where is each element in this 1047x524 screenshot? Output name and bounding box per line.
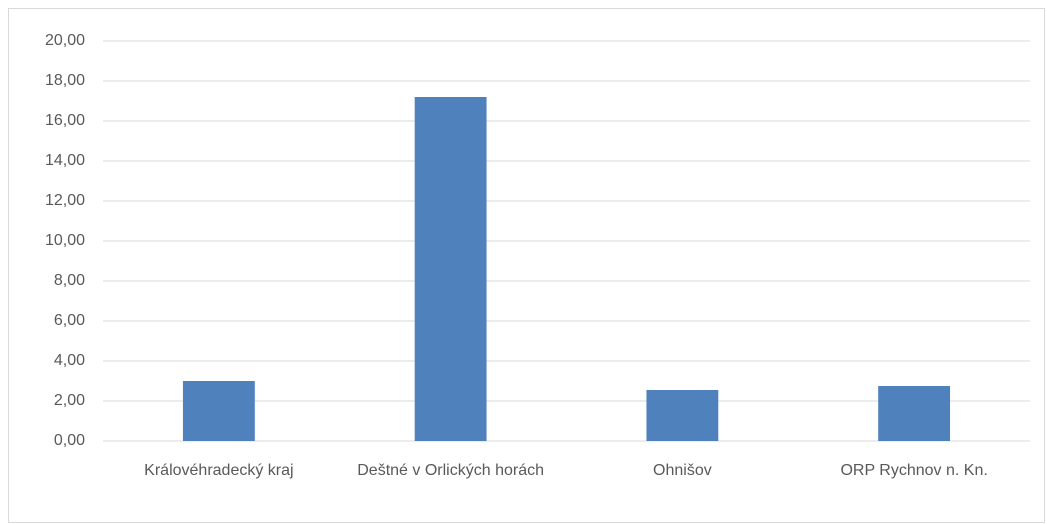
x-tick-label: ORP Rychnov n. Kn. bbox=[840, 462, 988, 479]
x-tick-label-box: ORP Rychnov n. Kn. bbox=[840, 462, 988, 479]
y-tick-label: 16,00 bbox=[45, 112, 85, 129]
y-tick-label: 8,00 bbox=[54, 272, 85, 289]
y-tick-label: 20,00 bbox=[45, 32, 85, 49]
y-tick-label: 2,00 bbox=[54, 392, 85, 409]
x-tick-label: Královéhradecký kraj bbox=[144, 462, 294, 479]
y-tick-label: 0,00 bbox=[54, 432, 85, 449]
y-tick-label: 10,00 bbox=[45, 232, 85, 249]
y-tick-label: 14,00 bbox=[45, 152, 85, 169]
x-tick-label-box: Královéhradecký kraj bbox=[144, 462, 294, 479]
y-tick-label: 18,00 bbox=[45, 72, 85, 89]
bar bbox=[878, 386, 951, 441]
x-tick-label-box: Ohnišov bbox=[653, 462, 712, 479]
chart-border bbox=[8, 8, 1045, 523]
bar bbox=[414, 97, 487, 441]
x-tick-label: Deštné v Orlických horách bbox=[357, 462, 544, 479]
y-tick-label: 6,00 bbox=[54, 312, 85, 329]
y-tick-label: 12,00 bbox=[45, 192, 85, 209]
x-tick-label-box: Deštné v Orlických horách bbox=[357, 462, 544, 479]
x-tick-label: Ohnišov bbox=[653, 462, 712, 479]
y-tick-label: 4,00 bbox=[54, 352, 85, 369]
bar bbox=[646, 390, 719, 441]
bar bbox=[182, 381, 255, 441]
